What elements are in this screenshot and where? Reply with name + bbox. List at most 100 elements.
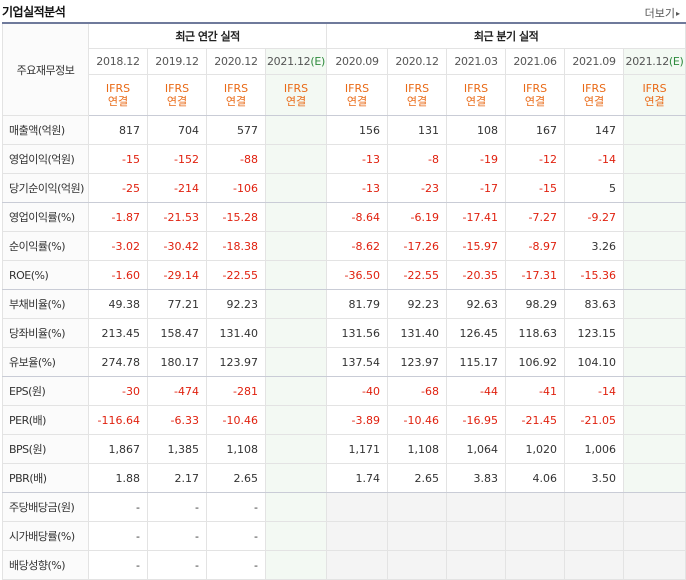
ifrs-label: IFRS [283, 82, 309, 95]
date-header: 2021.06 [505, 48, 566, 75]
empty-cell [326, 492, 389, 522]
table-row: 유보율(%) 274.78 180.17 123.97 137.54 123.97 115.… [2, 347, 686, 377]
table-row: PER(배) -116.64 -6.33 -10.46 -3.89 -10.46 -16.9… [2, 405, 686, 435]
date-header: 2021.12(E) [623, 48, 686, 75]
empty-cell [446, 521, 507, 551]
annual-value-cell: 1,108 [206, 434, 266, 464]
date-header-row: 2018.12 2019.12 2020.12 2021.12(E) 2020.09 20… [3, 48, 686, 75]
quarter-value-cell [623, 289, 686, 319]
quarter-value-cell: -15.97 [446, 231, 507, 261]
quarter-value-cell: 147 [564, 115, 625, 145]
quarter-value-cell [623, 318, 686, 348]
consolidated-label: 연결 [583, 95, 605, 108]
row-label: 유보율(%) [2, 347, 89, 377]
row-label: 배당성향(%) [2, 550, 89, 580]
table-row: EPS(원) -30 -474 -281 -40 -68 -44 -41 -14 [2, 376, 686, 406]
empty-cell [623, 492, 686, 522]
table-row: 주당배당금(원) - - - [2, 492, 686, 522]
quarter-value-cell [623, 376, 686, 406]
row-label: 영업이익률(%) [2, 202, 89, 232]
quarter-value-cell: 137.54 [326, 347, 389, 377]
annual-value-cell [264, 289, 328, 319]
empty-cell [505, 492, 566, 522]
date-label: 2021.03 [454, 55, 498, 68]
quarter-value-cell: -21.45 [505, 405, 566, 435]
estimate-mark: (E) [310, 55, 326, 68]
empty-cell [326, 521, 389, 551]
empty-cell [623, 550, 686, 580]
date-label: 2021.12 [266, 55, 311, 68]
row-label: 매출액(억원) [2, 115, 89, 145]
annual-value-cell: 2.17 [147, 463, 207, 493]
annual-value-cell: - [88, 492, 148, 522]
row-label: 주당배당금(원) [2, 492, 89, 522]
row-label: 당기순이익(억원) [2, 173, 89, 203]
annual-value-cell: -22.55 [206, 260, 266, 290]
annual-value-cell: 1.88 [88, 463, 148, 493]
empty-cell [387, 521, 448, 551]
annual-value-cell: -152 [147, 144, 207, 174]
date-label: 2020.09 [335, 55, 379, 68]
quarter-value-cell: 131 [387, 115, 448, 145]
quarter-value-cell: -8.64 [326, 202, 389, 232]
more-link[interactable]: 더보기▸ [645, 5, 680, 21]
row-label: PER(배) [2, 405, 89, 435]
quarter-value-cell: 3.50 [564, 463, 625, 493]
ifrs-header: IFRS 연결 [446, 74, 507, 116]
annual-value-cell [264, 405, 328, 435]
annual-value-cell: -1.87 [88, 202, 148, 232]
group-header-row: 주요재무정보 최근 연간 실적 최근 분기 실적 [2, 22, 686, 116]
quarter-value-cell: -40 [326, 376, 389, 406]
table-row: ROE(%) -1.60 -29.14 -22.55 -36.50 -22.55 -20.3… [2, 260, 686, 290]
empty-cell [326, 550, 389, 580]
quarter-value-cell: -15 [505, 173, 566, 203]
quarter-value-cell: 106.92 [505, 347, 566, 377]
table-row: 영업이익률(%) -1.87 -21.53 -15.28 -8.64 -6.19 -17.4… [2, 202, 686, 232]
quarter-value-cell [623, 463, 686, 493]
date-label: 2018.12 [96, 55, 140, 68]
quarter-value-cell [623, 434, 686, 464]
quarter-value-cell: -20.35 [446, 260, 507, 290]
quarter-value-cell [623, 144, 686, 174]
date-label: 2021.12 [625, 55, 670, 68]
quarter-value-cell: 131.56 [326, 318, 389, 348]
quarter-value-cell: -10.46 [387, 405, 448, 435]
quarter-value-cell [623, 405, 686, 435]
date-header: 2020.09 [326, 48, 389, 75]
annual-value-cell [264, 376, 328, 406]
ifrs-label: IFRS [463, 82, 489, 95]
table-row: 당좌비율(%) 213.45 158.47 131.40 131.56 131.40 126… [2, 318, 686, 348]
date-header: 2021.03 [446, 48, 507, 75]
quarter-value-cell: 104.10 [564, 347, 625, 377]
quarter-value-cell: -23 [387, 173, 448, 203]
table-row: BPS(원) 1,867 1,385 1,108 1,171 1,108 1,064 1,02… [2, 434, 686, 464]
empty-cell [564, 492, 625, 522]
annual-value-cell: -30 [88, 376, 148, 406]
row-label: BPS(원) [2, 434, 89, 464]
quarter-value-cell: -17.31 [505, 260, 566, 290]
annual-value-cell [264, 550, 328, 580]
date-header: 2021.12(E) [264, 48, 328, 75]
ifrs-header: IFRS 연결 [505, 74, 566, 116]
ifrs-label: IFRS [581, 82, 607, 95]
annual-value-cell [264, 202, 328, 232]
annual-value-cell: -88 [206, 144, 266, 174]
annual-value-cell [264, 492, 328, 522]
empty-cell [505, 521, 566, 551]
consolidated-label: 연결 [524, 95, 546, 108]
annual-value-cell [264, 521, 328, 551]
consolidated-label: 연결 [346, 95, 368, 108]
annual-value-cell: - [88, 550, 148, 580]
empty-cell [505, 550, 566, 580]
consolidated-label: 연결 [166, 95, 188, 108]
quarter-value-cell: 5 [564, 173, 625, 203]
quarter-value-cell: 156 [326, 115, 389, 145]
annual-value-cell: 817 [88, 115, 148, 145]
table-row: 순이익률(%) -3.02 -30.42 -18.38 -8.62 -17.26 -15.9… [2, 231, 686, 261]
ifrs-header: IFRS 연결 [206, 74, 266, 116]
quarter-value-cell: 83.63 [564, 289, 625, 319]
annual-value-cell: -10.46 [206, 405, 266, 435]
annual-value-cell [264, 434, 328, 464]
quarter-value-cell: -14 [564, 144, 625, 174]
ifrs-header: IFRS 연결 [564, 74, 625, 116]
